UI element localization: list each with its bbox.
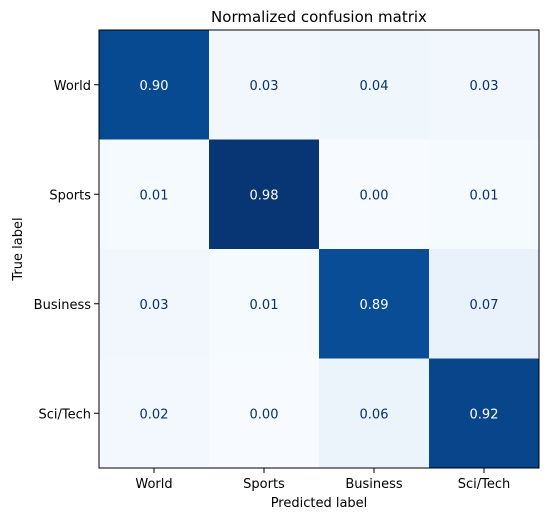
y-axis-ticks: World Sports Business Sci/Tech xyxy=(34,79,99,422)
cell-value-label-r3-c1: 0.00 xyxy=(250,407,279,422)
y-tick-label: Sports xyxy=(49,188,91,203)
plot-frame xyxy=(98,29,540,469)
cell-value-label-r0-c2: 0.04 xyxy=(360,79,389,94)
cell-value-label-r2-c3: 0.07 xyxy=(470,298,499,313)
heatmap-cell-r3-c1 xyxy=(209,358,320,469)
x-tick-label: World xyxy=(135,477,172,492)
heatmap-cell-r2-c1 xyxy=(209,249,320,359)
cell-value-label-r0-c3: 0.03 xyxy=(470,79,499,94)
cell-value-label-r3-c0: 0.02 xyxy=(140,407,169,422)
heatmap-cell-r3-c3 xyxy=(429,358,540,469)
heatmap-cell-r2-c3 xyxy=(429,249,540,359)
cell-value-label-r3-c2: 0.06 xyxy=(360,407,389,422)
y-tick-label: Business xyxy=(34,298,92,313)
cell-value-label-r0-c0: 0.90 xyxy=(140,79,169,94)
y-tick-label: World xyxy=(54,79,91,94)
x-axis-ticks: World Sports Business Sci/Tech xyxy=(135,468,510,492)
heatmap-cell-r2-c0 xyxy=(99,249,210,359)
cell-value-label-r0-c1: 0.03 xyxy=(250,79,279,94)
heatmap-cell-r0-c1 xyxy=(209,30,320,140)
x-tick-label: Business xyxy=(345,477,403,492)
heatmap-cell-r1-c3 xyxy=(429,139,540,250)
heatmap-cell-r1-c0 xyxy=(99,139,210,250)
x-axis-label: Predicted label xyxy=(271,496,368,511)
cell-value-label-r1-c2: 0.00 xyxy=(360,188,389,203)
heatmap-cell-r0-c2 xyxy=(319,30,430,140)
heatmap-cell-r0-c3 xyxy=(429,30,540,140)
cell-value-label-r2-c2: 0.89 xyxy=(360,298,389,313)
cell-value-label-r2-c0: 0.03 xyxy=(140,298,169,313)
heatmap-cell-r1-c1 xyxy=(209,139,320,250)
cell-value-label-r1-c1: 0.98 xyxy=(250,188,279,203)
x-tick-label: Sci/Tech xyxy=(458,477,511,492)
heatmap-cells xyxy=(99,30,540,469)
cell-value-label-r1-c0: 0.01 xyxy=(140,188,169,203)
y-tick-label: Sci/Tech xyxy=(38,407,91,422)
heatmap-cell-r2-c2 xyxy=(319,249,430,359)
chart-title: Normalized confusion matrix xyxy=(211,8,427,26)
cell-value-label-r3-c3: 0.92 xyxy=(470,407,499,422)
x-tick-label: Sports xyxy=(243,477,285,492)
cell-value-label-r1-c3: 0.01 xyxy=(470,188,499,203)
heatmap-cell-r3-c2 xyxy=(319,358,430,469)
heatmap-cell-r1-c2 xyxy=(319,139,430,250)
cell-value-labels: 0.90 0.03 0.04 0.03 0.01 0.98 0.00 0.01 0.03 0.01… xyxy=(140,79,499,423)
y-axis-label: True label xyxy=(11,217,26,281)
cell-value-label-r2-c1: 0.01 xyxy=(250,298,279,313)
heatmap-cell-r0-c0 xyxy=(99,30,210,140)
heatmap-cell-r3-c0 xyxy=(99,358,210,469)
